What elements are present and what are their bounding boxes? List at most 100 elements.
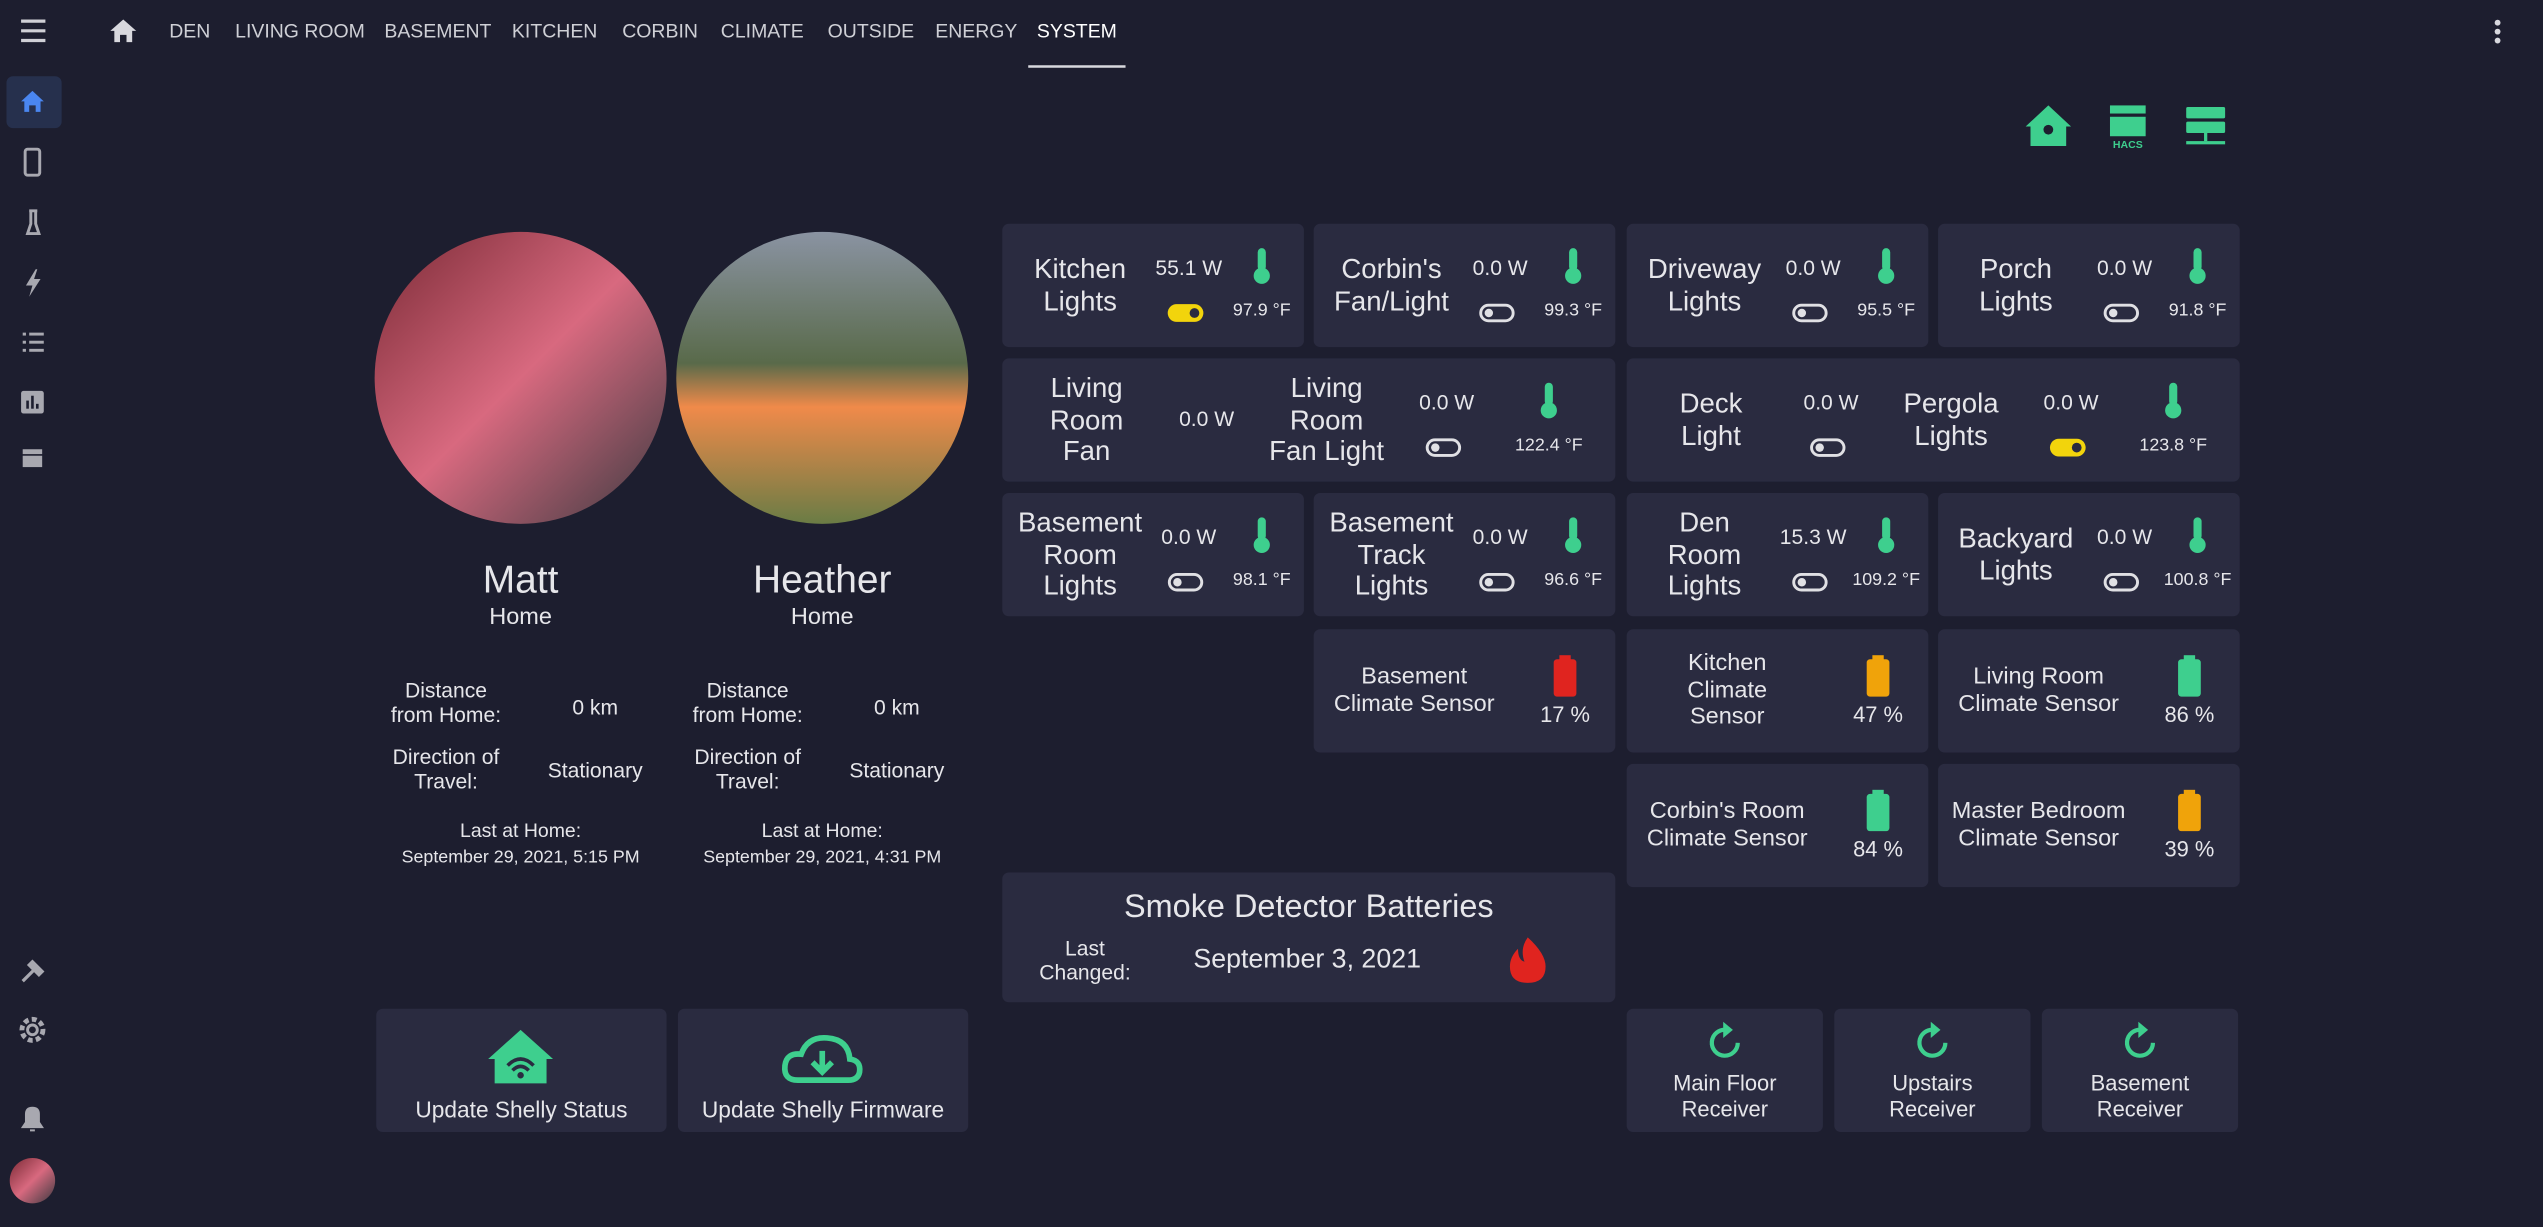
temperature-value: 99.3 °F bbox=[1544, 301, 1603, 321]
sidebar-notifications[interactable] bbox=[20, 1106, 44, 1132]
nav-tab[interactable]: LIVING ROOM bbox=[235, 19, 365, 43]
receiver-label: Upstairs Receiver bbox=[1889, 1071, 1976, 1121]
toggle-off bbox=[1792, 303, 1828, 323]
light-tile[interactable] bbox=[1313, 223, 1616, 348]
esphome-icon[interactable] bbox=[2025, 105, 2072, 146]
person-name: Heather bbox=[753, 558, 892, 603]
nav-tab[interactable]: KITCHEN bbox=[511, 19, 598, 43]
power-value: 0.0 W bbox=[1472, 524, 1528, 550]
light-name: Pergola Lights bbox=[1903, 388, 1999, 451]
distance-label: Distance from Home: bbox=[390, 678, 502, 727]
battery-value: 39 % bbox=[2164, 837, 2215, 862]
nav-tab[interactable]: DEN bbox=[169, 19, 211, 43]
toggle-off bbox=[1167, 572, 1204, 592]
toggle-off bbox=[1810, 438, 1846, 457]
last-home-value: September 29, 2021, 5:15 PM bbox=[401, 847, 640, 868]
sidebar-devices[interactable] bbox=[23, 147, 42, 177]
thermometer-icon bbox=[1569, 517, 1578, 541]
toggle-knob bbox=[1797, 578, 1807, 587]
battery-icon bbox=[1553, 659, 1577, 697]
toggle-off bbox=[2103, 303, 2140, 323]
sidebar-logbook[interactable] bbox=[22, 332, 44, 352]
user-avatar[interactable] bbox=[9, 1157, 56, 1204]
hacs-icon[interactable] bbox=[2109, 105, 2146, 137]
sidebar-history[interactable] bbox=[21, 390, 44, 414]
light-tile[interactable] bbox=[1002, 358, 1616, 482]
nav-tab[interactable]: SYSTEM bbox=[1036, 19, 1117, 43]
direction-label: Direction of Travel: bbox=[694, 744, 801, 794]
battery-value: 84 % bbox=[1853, 837, 1904, 862]
matt-photo bbox=[374, 231, 667, 524]
light-name: Deck Light bbox=[1679, 388, 1743, 451]
thermometer-icon bbox=[1569, 248, 1578, 271]
power-value: 15.3 W bbox=[1779, 524, 1847, 550]
battery-cap bbox=[2183, 789, 2196, 795]
thermometer-icon bbox=[2193, 248, 2202, 271]
server-icon[interactable] bbox=[2186, 107, 2226, 145]
light-tile[interactable] bbox=[1626, 223, 1929, 348]
shelly-firmware-icon[interactable] bbox=[781, 1035, 863, 1083]
reload-icon bbox=[1709, 1027, 1740, 1058]
battery-icon bbox=[1866, 659, 1890, 697]
toggle-off bbox=[1479, 572, 1515, 592]
sidebar-settings[interactable] bbox=[19, 1016, 46, 1043]
sidebar-energy[interactable] bbox=[25, 269, 41, 297]
light-tile[interactable] bbox=[1938, 493, 2240, 617]
toggle-knob bbox=[1815, 443, 1824, 452]
light-tile[interactable] bbox=[1938, 223, 2240, 348]
overflow-menu[interactable] bbox=[2494, 19, 2501, 44]
light-tile[interactable] bbox=[1626, 358, 2240, 482]
distance-label: Distance from Home: bbox=[692, 678, 803, 727]
person-name: Matt bbox=[482, 558, 559, 603]
toggle-knob bbox=[1189, 308, 1200, 318]
menu-icon[interactable] bbox=[21, 19, 46, 43]
battery-cap bbox=[1872, 655, 1884, 661]
direction-label: Direction of Travel: bbox=[392, 744, 500, 794]
sidebar-lab[interactable] bbox=[25, 209, 41, 236]
thermometer-bulb bbox=[1878, 536, 1895, 554]
light-name: Porch Lights bbox=[1979, 253, 2053, 317]
distance-value: 0 km bbox=[572, 694, 619, 720]
last-home-label: Last at Home: bbox=[761, 819, 883, 842]
direction-value: Stationary bbox=[547, 758, 643, 783]
light-tile[interactable] bbox=[1626, 493, 1929, 617]
toggle-knob bbox=[1797, 308, 1807, 318]
nav-tab[interactable]: ENERGY bbox=[935, 19, 1018, 43]
smoke-card bbox=[1002, 872, 1616, 1003]
person-state: Home bbox=[489, 604, 552, 631]
thermometer-bulb bbox=[1565, 536, 1582, 554]
sensor-name: Basement Climate Sensor bbox=[1333, 663, 1495, 717]
receiver-label: Basement Receiver bbox=[2090, 1071, 2190, 1121]
light-name: Living Room Fan Light bbox=[1269, 372, 1385, 467]
light-tile[interactable] bbox=[1002, 493, 1304, 617]
power-value: 0.0 W bbox=[2043, 390, 2099, 415]
power-value: 55.1 W bbox=[1155, 255, 1223, 280]
nav-tab[interactable]: CLIMATE bbox=[720, 19, 804, 43]
toggle-off bbox=[1792, 572, 1828, 592]
heather-photo bbox=[676, 231, 969, 524]
light-name: Basement Track Lights bbox=[1329, 507, 1454, 602]
nav-tab[interactable]: BASEMENT bbox=[384, 19, 492, 43]
direction-value: Stationary bbox=[849, 758, 945, 783]
sidebar-developer-tools[interactable] bbox=[21, 959, 45, 983]
power-value: 0.0 W bbox=[1179, 406, 1235, 431]
shelly-status-icon[interactable] bbox=[488, 1029, 554, 1084]
power-value: 0.0 W bbox=[1803, 390, 1859, 415]
thermometer-bulb bbox=[2165, 402, 2182, 419]
person-state: Home bbox=[790, 604, 854, 631]
temperature-value: 91.8 °F bbox=[2168, 301, 2227, 321]
sidebar-hacs[interactable] bbox=[22, 449, 43, 468]
nav-tab[interactable]: OUTSIDE bbox=[827, 19, 915, 43]
light-tile[interactable] bbox=[1002, 223, 1304, 348]
reload-arrow bbox=[2138, 1021, 2149, 1038]
nav-tab[interactable]: CORBIN bbox=[622, 19, 698, 43]
distance-value: 0 km bbox=[874, 694, 920, 720]
battery-icon bbox=[1866, 793, 1890, 832]
light-name: Kitchen Lights bbox=[1034, 253, 1127, 317]
button-label: Update Shelly Status bbox=[415, 1096, 628, 1123]
temperature-value: 123.8 °F bbox=[2139, 435, 2208, 456]
power-value: 0.0 W bbox=[2097, 255, 2153, 280]
light-tile[interactable] bbox=[1313, 493, 1616, 617]
thermometer-bulb bbox=[1253, 267, 1270, 284]
